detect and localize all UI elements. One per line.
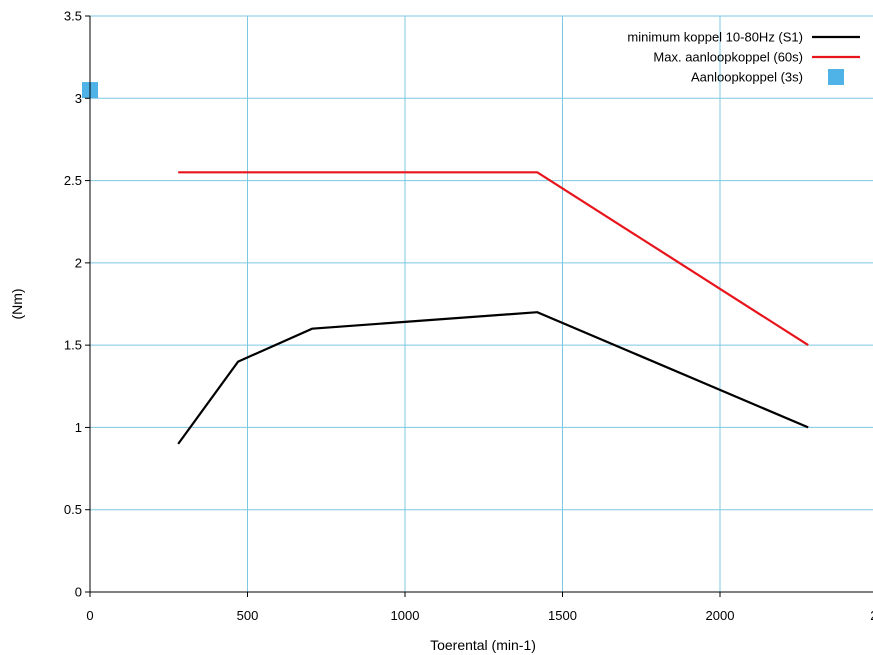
y-tick-label: 3 [75, 91, 82, 106]
series-line-0 [177, 311, 809, 445]
grid [90, 15, 873, 592]
x-tick-label: 500 [237, 608, 259, 623]
x-tick-label: 1500 [548, 608, 577, 623]
x-tick-label: 2000 [706, 608, 735, 623]
tick-labels: 0 0.5 1 1.5 2 2.5 3 3.5 0 500 1000 1500 2000 25 [64, 9, 873, 624]
y-tick-label: 2 [75, 255, 82, 270]
legend: minimum koppel 10-80Hz (S1) Max. aanloopk… [627, 30, 860, 85]
y-tick-label: 0.5 [64, 502, 82, 517]
x-axis-label: Toerental (min-1) [430, 637, 536, 653]
x-tick-label: 25 [870, 608, 873, 623]
y-tick-label: 2.5 [64, 173, 82, 188]
legend-label-1: Max. aanloopkoppel (60s) [653, 50, 803, 65]
y-tick-label: 0 [75, 585, 82, 600]
series-line-1 [178, 171, 809, 347]
y-tick-label: 1.5 [64, 338, 82, 353]
x-tick-label: 1000 [391, 608, 420, 623]
y-axis-label: (Nm) [9, 288, 25, 319]
y-tick-label: 1 [75, 420, 82, 435]
legend-label-2: Aanloopkoppel (3s) [691, 70, 803, 85]
x-tick-label: 0 [86, 608, 93, 623]
legend-label-0: minimum koppel 10-80Hz (S1) [627, 30, 803, 45]
axes [89, 16, 873, 593]
y-tick-label: 3.5 [64, 9, 82, 24]
legend-swatch-2 [828, 69, 844, 85]
